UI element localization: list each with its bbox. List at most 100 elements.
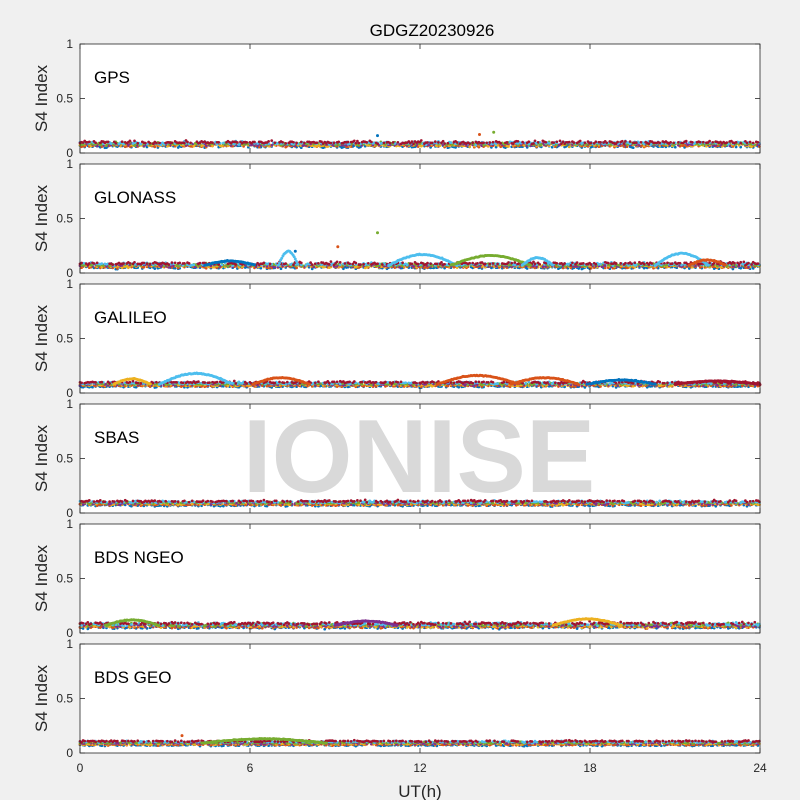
data-point (650, 262, 654, 265)
data-point (678, 261, 682, 265)
data-point (87, 140, 91, 144)
arc-point (529, 263, 532, 267)
data-point (606, 261, 610, 265)
data-point (624, 261, 627, 265)
data-point (507, 261, 510, 264)
data-point (589, 141, 593, 145)
data-point (396, 141, 400, 144)
arc-point (296, 262, 300, 266)
data-point (155, 141, 158, 145)
data-point (245, 141, 249, 144)
data-point (95, 261, 99, 265)
data-point (532, 142, 535, 145)
y-tick-label: 1 (66, 37, 73, 51)
data-point (416, 262, 420, 266)
data-point (142, 265, 146, 269)
data-point (148, 262, 152, 266)
panel-label: GPS (94, 68, 130, 87)
data-point (327, 263, 331, 266)
data-point (443, 262, 446, 266)
data-point (734, 145, 738, 149)
data-point (153, 267, 157, 270)
data-point (599, 262, 602, 266)
data-point (505, 141, 509, 144)
data-point (491, 140, 495, 144)
data-point (114, 142, 118, 145)
data-point (747, 261, 750, 265)
data-point (440, 260, 443, 264)
data-point (405, 263, 409, 267)
data-point (538, 263, 542, 266)
data-point (382, 141, 386, 145)
data-point (572, 141, 576, 144)
data-point (183, 262, 186, 265)
spike-point (376, 231, 379, 235)
data-point (412, 142, 415, 146)
data-point (267, 140, 270, 143)
data-point (527, 140, 531, 144)
data-point (536, 140, 540, 144)
plot-area (80, 44, 760, 153)
data-point (253, 140, 256, 144)
data-point (128, 262, 132, 265)
data-point (533, 262, 537, 266)
series-points (78, 130, 761, 150)
arc-point (706, 263, 710, 267)
data-point (670, 262, 674, 265)
data-point (310, 263, 314, 266)
data-point (109, 142, 113, 145)
data-point (332, 141, 336, 145)
data-point (338, 261, 342, 264)
data-point (133, 139, 136, 143)
data-point (426, 141, 429, 144)
data-point (739, 141, 743, 145)
spike-point (293, 249, 297, 253)
data-point (348, 262, 351, 266)
data-point (80, 261, 83, 265)
data-point (346, 140, 350, 144)
data-point (575, 261, 579, 264)
plot-area (80, 164, 760, 273)
data-point (429, 146, 432, 149)
spike-point (478, 133, 481, 136)
data-point (628, 140, 632, 143)
data-point (352, 139, 356, 143)
data-point (711, 140, 715, 144)
data-point (299, 261, 303, 265)
data-point (496, 262, 499, 266)
data-point (471, 261, 475, 265)
data-point (437, 141, 440, 144)
data-point (189, 141, 192, 145)
data-point (581, 261, 585, 265)
data-point (510, 261, 514, 265)
data-point (335, 260, 339, 264)
data-point (468, 261, 471, 265)
data-point (410, 140, 414, 143)
data-point (471, 141, 475, 145)
data-point (647, 142, 651, 146)
data-point (281, 140, 284, 144)
data-point (234, 263, 238, 266)
data-point (295, 266, 298, 270)
data-point (366, 261, 370, 265)
data-point (672, 141, 676, 145)
data-point (144, 141, 147, 145)
data-point (739, 260, 743, 264)
data-point (136, 141, 140, 145)
data-point (426, 261, 429, 265)
data-point (217, 140, 221, 144)
data-point (122, 262, 125, 265)
data-point (482, 141, 485, 145)
data-point (634, 141, 638, 144)
data-point (365, 141, 369, 144)
data-point (433, 140, 437, 143)
data-point (391, 141, 395, 144)
data-point (183, 141, 186, 145)
data-point (756, 262, 760, 265)
data-point (603, 266, 607, 270)
data-point (468, 142, 471, 145)
